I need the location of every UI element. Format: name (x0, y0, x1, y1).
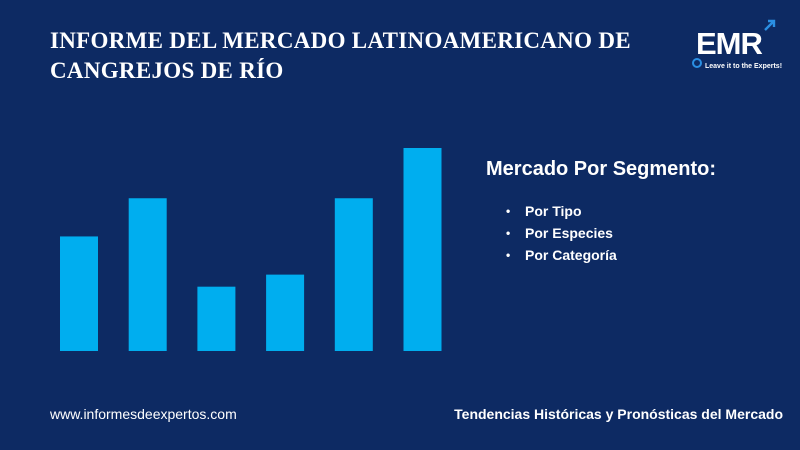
segment-item-especies: • Por Especies (506, 222, 617, 244)
bar-3 (197, 286, 236, 351)
bullet-icon: • (506, 226, 511, 240)
segment-item-tipo: • Por Tipo (506, 200, 617, 222)
segment-list: • Por Tipo • Por Especies • Por Categoría (506, 200, 617, 266)
logo-mark: EMR (696, 26, 763, 61)
bar-4 (266, 274, 305, 351)
bar-5 (334, 198, 373, 351)
segment-heading: Mercado Por Segmento: (486, 158, 717, 180)
title-line-2: CANGREJOS DE RÍO (50, 58, 284, 83)
bar-2 (128, 198, 167, 351)
segment-item-label: Por Tipo (525, 203, 582, 219)
segment-item-categoria: • Por Categoría (506, 244, 617, 266)
logo-ring-icon (692, 58, 702, 68)
emr-logo: EMR Leave it to the Experts! (686, 18, 786, 78)
bullet-icon: • (506, 204, 511, 218)
arrow-up-right-icon (764, 19, 776, 31)
title-line-1: INFORME DEL MERCADO LATINOAMERICANO DE (50, 28, 631, 53)
website-url: www.informesdeexpertos.com (50, 406, 237, 422)
logo-tagline: Leave it to the Experts! (705, 63, 783, 70)
page-title: INFORME DEL MERCADO LATINOAMERICANO DE C… (50, 26, 650, 86)
bullet-icon: • (506, 248, 511, 262)
segment-item-label: Por Categoría (525, 247, 617, 263)
segment-item-label: Por Especies (525, 225, 613, 241)
bar-6 (403, 148, 442, 351)
bar-1 (60, 236, 98, 351)
footer-tagline: Tendencias Históricas y Pronósticas del … (454, 406, 783, 422)
